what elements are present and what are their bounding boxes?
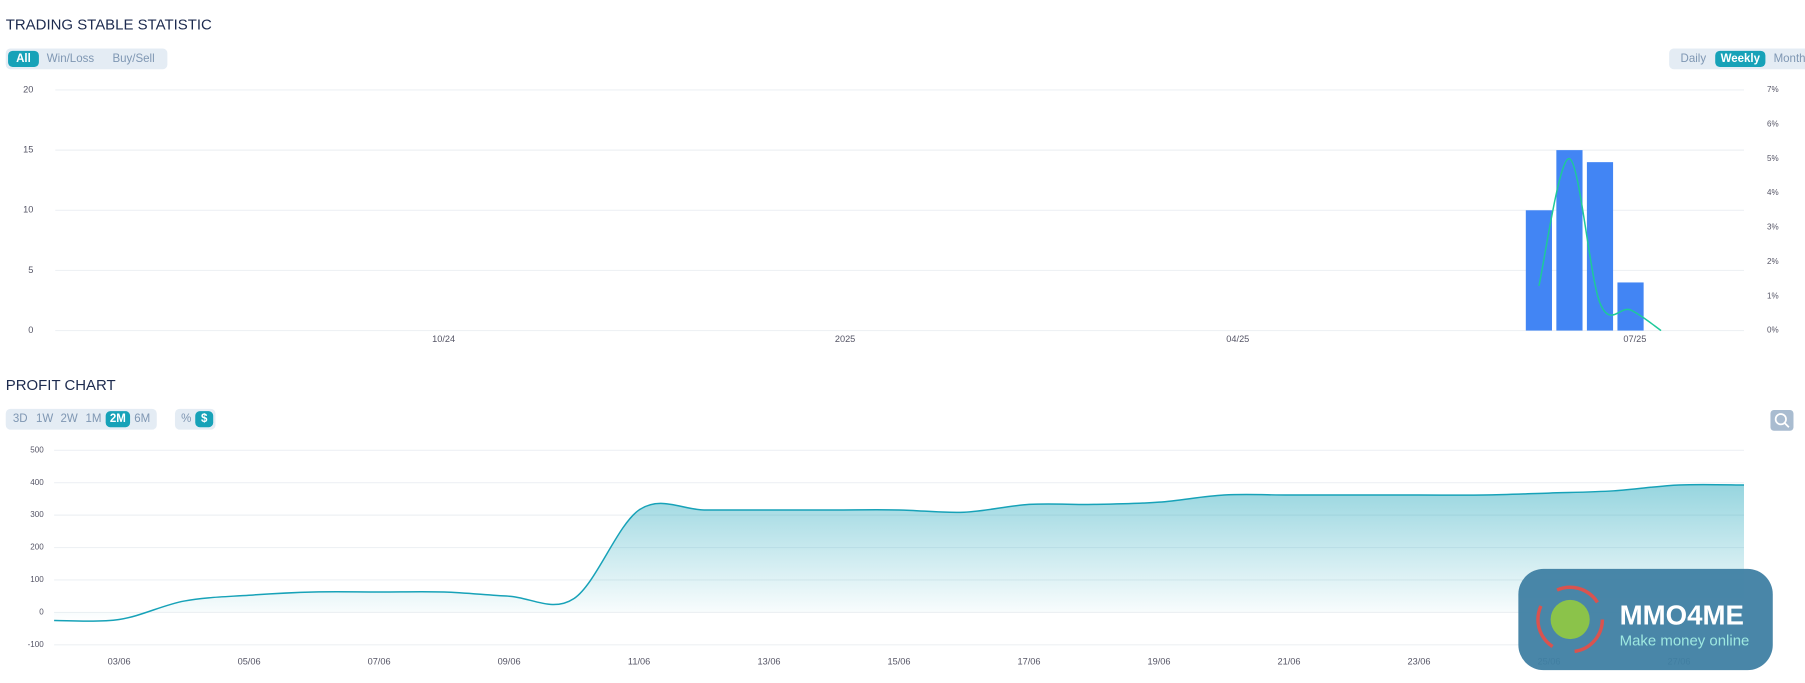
y-tick-label: 500	[30, 445, 44, 454]
x-tick-label: 23/06	[1408, 657, 1431, 667]
y-tick-label: 200	[30, 543, 44, 552]
button[interactable]: 3D	[13, 413, 28, 425]
x-tick-label: 2025	[835, 334, 855, 344]
x-tick-label: 13/06	[758, 657, 781, 667]
y-tick-label: 400	[30, 478, 44, 487]
y2-tick-label: 6%	[1767, 119, 1779, 128]
bar	[1617, 282, 1644, 331]
line	[54, 483, 1744, 622]
y-tick-label: 300	[30, 510, 44, 519]
chart-title: TRADING STABLE STATISTIC	[6, 16, 212, 33]
button[interactable]: %	[181, 413, 191, 425]
y-tick-label: 5	[28, 265, 33, 275]
y2-tick-label: 4%	[1767, 188, 1779, 197]
bar	[1556, 150, 1583, 331]
y-tick-label: 0	[39, 608, 44, 617]
y-tick-label: 10	[23, 205, 33, 215]
logo: MMO4ME Make money online	[1518, 568, 1773, 671]
x-tick-label: 05/06	[238, 657, 261, 667]
button[interactable]: All	[16, 53, 31, 65]
button-active-bg	[1715, 50, 1766, 67]
x-tick-label: 04/25	[1226, 334, 1249, 344]
chart-title: PROFIT CHART	[6, 377, 116, 394]
y-tick-label: 15	[23, 145, 33, 155]
y2-tick-label: 0%	[1767, 326, 1779, 335]
x-tick-label: 09/06	[498, 657, 521, 667]
y-tick-label: 100	[30, 575, 44, 584]
button-active-bg	[195, 411, 214, 428]
y-tick-label: 20	[23, 84, 33, 94]
x-tick-label: 11/06	[628, 657, 650, 667]
button[interactable]: Win/Loss	[47, 53, 95, 65]
bar	[1525, 210, 1552, 331]
button[interactable]: $	[201, 413, 208, 425]
y2-tick-label: 3%	[1767, 223, 1779, 232]
x-tick-label: 07/25	[1623, 334, 1646, 344]
button[interactable]: 1W	[36, 413, 53, 425]
button[interactable]: Weekly	[1721, 53, 1761, 65]
y2-tick-label: 7%	[1767, 85, 1779, 94]
line	[1538, 157, 1662, 332]
x-tick-label: 17/06	[1018, 657, 1041, 667]
y2-tick-label: 1%	[1767, 291, 1779, 300]
button[interactable]: Monthly	[1774, 53, 1805, 65]
logo-name: MMO4ME	[1620, 599, 1744, 630]
y-tick-label: -100	[28, 640, 45, 649]
y2-tick-label: 2%	[1767, 257, 1779, 266]
area	[54, 484, 1744, 622]
button[interactable]: Buy/Sell	[112, 53, 154, 65]
button-group	[5, 48, 168, 70]
button[interactable]: 6M	[134, 413, 150, 425]
y2-tick-label: 5%	[1767, 154, 1779, 163]
x-tick-label: 07/06	[368, 657, 391, 667]
button-active-bg	[105, 411, 131, 428]
bar	[1586, 162, 1614, 331]
logo-tagline: Make money online	[1620, 632, 1750, 649]
button[interactable]: 2W	[60, 413, 77, 425]
zoom-button[interactable]	[1770, 409, 1794, 431]
button[interactable]: Daily	[1681, 53, 1707, 65]
x-tick-label: 15/06	[888, 657, 911, 667]
button[interactable]: 2M	[110, 413, 126, 425]
x-tick-label: 21/06	[1278, 657, 1301, 667]
x-tick-label: 03/06	[108, 657, 131, 667]
y-tick-label: 0	[28, 325, 33, 335]
button[interactable]: 1M	[85, 413, 101, 425]
button-active-bg	[8, 50, 39, 67]
x-tick-label: 19/06	[1148, 657, 1171, 667]
x-tick-label: 10/24	[432, 334, 455, 344]
